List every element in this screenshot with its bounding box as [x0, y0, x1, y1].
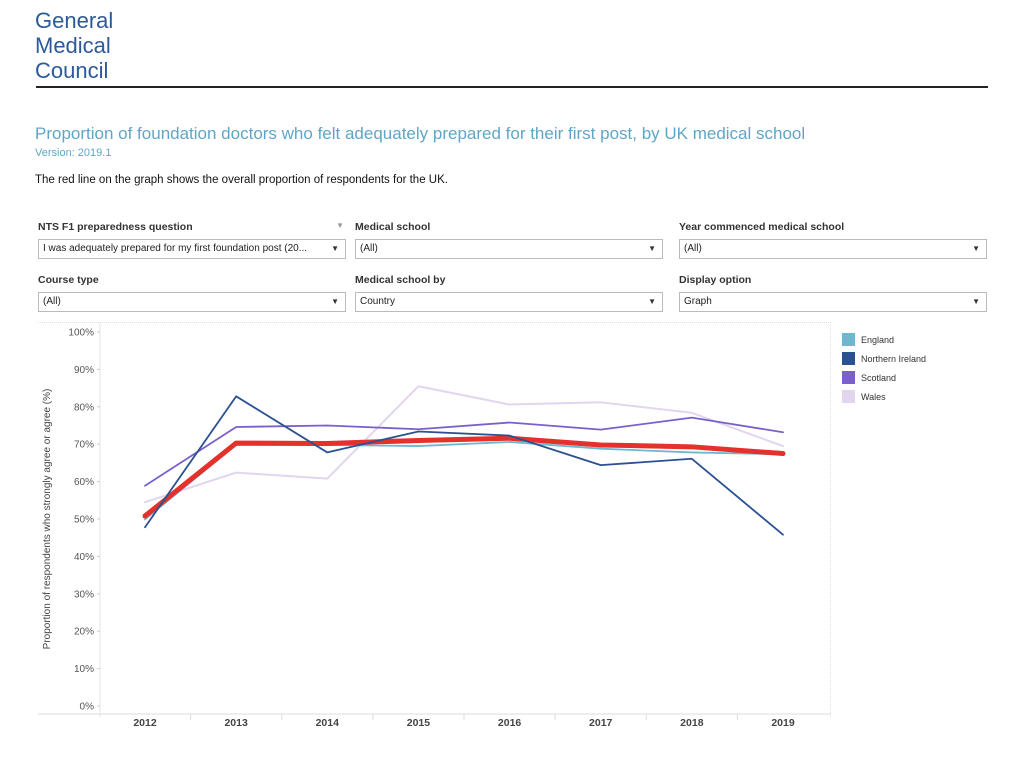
- chevron-down-icon: ▼: [972, 297, 980, 306]
- display-option-dropdown[interactable]: Graph ▼: [679, 292, 987, 312]
- legend-swatch: [842, 352, 855, 365]
- series-line-northern-ireland: [144, 395, 784, 536]
- gmc-logo: General Medical Council: [35, 8, 113, 83]
- filter-year-commenced: Year commenced medical school (All) ▼: [679, 221, 987, 259]
- legend-swatch: [842, 390, 855, 403]
- x-tick-label: 2015: [407, 717, 431, 729]
- filter-label: Year commenced medical school: [679, 221, 845, 233]
- medical-school-by-dropdown[interactable]: Country ▼: [355, 292, 663, 312]
- chevron-down-icon: ▼: [648, 297, 656, 306]
- question-dropdown[interactable]: I was adequately prepared for my first f…: [38, 239, 346, 259]
- logo-line: Medical: [35, 33, 111, 58]
- legend-item-wales[interactable]: Wales: [842, 387, 926, 406]
- legend-swatch: [842, 333, 855, 346]
- filter-label: Display option: [679, 274, 752, 286]
- filter-label: NTS F1 preparedness question: [38, 221, 193, 233]
- legend-label: Scotland: [861, 372, 897, 383]
- y-tick-label: 20%: [74, 627, 94, 638]
- legend-item-england[interactable]: England: [842, 330, 926, 349]
- filter-question: NTS F1 preparedness question ▼ I was adeq…: [38, 221, 346, 259]
- header-divider: [36, 86, 988, 88]
- x-tick-label: 2012: [133, 717, 157, 729]
- series-line-wales: [144, 385, 784, 504]
- dropdown-value: (All): [360, 243, 378, 254]
- y-tick-label: 0%: [80, 702, 95, 713]
- y-tick-label: 100%: [68, 328, 94, 339]
- filter-label: Medical school by: [355, 274, 446, 286]
- filter-course-type: Course type (All) ▼: [38, 274, 346, 312]
- y-tick-label: 80%: [74, 402, 94, 413]
- legend-label: Northern Ireland: [861, 353, 927, 364]
- x-tick-label: 2019: [771, 717, 795, 729]
- legend-label: Wales: [861, 391, 886, 402]
- chart-svg: 0% 10% 20% 30% 40% 50% 60% 70% 80% 90% 100% 2012 201…: [38, 322, 831, 729]
- chevron-down-icon: ▼: [648, 244, 656, 253]
- filter-label: Medical school: [355, 221, 431, 233]
- series-line-england: [144, 441, 784, 521]
- x-tick-label: 2018: [680, 717, 704, 729]
- legend-swatch: [842, 371, 855, 384]
- year-commenced-dropdown[interactable]: (All) ▼: [679, 239, 987, 259]
- logo-line: General: [35, 8, 114, 33]
- dropdown-value: Country: [360, 296, 396, 307]
- x-tick-label: 2013: [224, 717, 248, 729]
- dropdown-value: (All): [684, 243, 702, 254]
- chart-legend: England Northern Ireland Scotland Wales: [842, 330, 926, 406]
- filter-menu-icon[interactable]: ▼: [336, 221, 344, 230]
- filter-medical-school: Medical school (All) ▼: [355, 221, 663, 259]
- y-tick-label: 10%: [74, 664, 94, 675]
- y-tick-label: 90%: [74, 365, 94, 376]
- y-tick-label: 60%: [74, 477, 94, 488]
- legend-item-scotland[interactable]: Scotland: [842, 368, 926, 387]
- y-tick-label: 40%: [74, 552, 94, 563]
- y-tick-label: 30%: [74, 589, 94, 600]
- y-tick-label: 70%: [74, 440, 94, 451]
- dropdown-value: Graph: [684, 296, 712, 307]
- x-tick-label: 2014: [316, 717, 340, 729]
- chevron-down-icon: ▼: [972, 244, 980, 253]
- version-label: Version: 2019.1: [35, 147, 112, 159]
- chevron-down-icon: ▼: [331, 297, 339, 306]
- legend-item-northern-ireland[interactable]: Northern Ireland: [842, 349, 926, 368]
- dropdown-value: (All): [43, 296, 61, 307]
- chart-note: The red line on the graph shows the over…: [35, 174, 448, 186]
- filter-label: Course type: [38, 274, 99, 286]
- line-chart: 0% 10% 20% 30% 40% 50% 60% 70% 80% 90% 100% 2012 201…: [38, 322, 988, 742]
- filter-display-option: Display option Graph ▼: [679, 274, 987, 312]
- series-line-uk-overall: [142, 435, 786, 519]
- course-type-dropdown[interactable]: (All) ▼: [38, 292, 346, 312]
- x-tick-label: 2016: [498, 717, 522, 729]
- medical-school-dropdown[interactable]: (All) ▼: [355, 239, 663, 259]
- y-axis-label: Proportion of respondents who strongly a…: [42, 389, 53, 650]
- x-tick-label: 2017: [589, 717, 613, 729]
- series-line-scotland: [144, 416, 784, 487]
- chevron-down-icon: ▼: [331, 244, 339, 253]
- logo-line: Council: [35, 58, 109, 83]
- page-title: Proportion of foundation doctors who fel…: [35, 124, 806, 143]
- filter-medical-school-by: Medical school by Country ▼: [355, 274, 663, 312]
- dropdown-value: I was adequately prepared for my first f…: [43, 243, 308, 254]
- y-tick-label: 50%: [74, 515, 94, 526]
- legend-label: England: [861, 334, 895, 345]
